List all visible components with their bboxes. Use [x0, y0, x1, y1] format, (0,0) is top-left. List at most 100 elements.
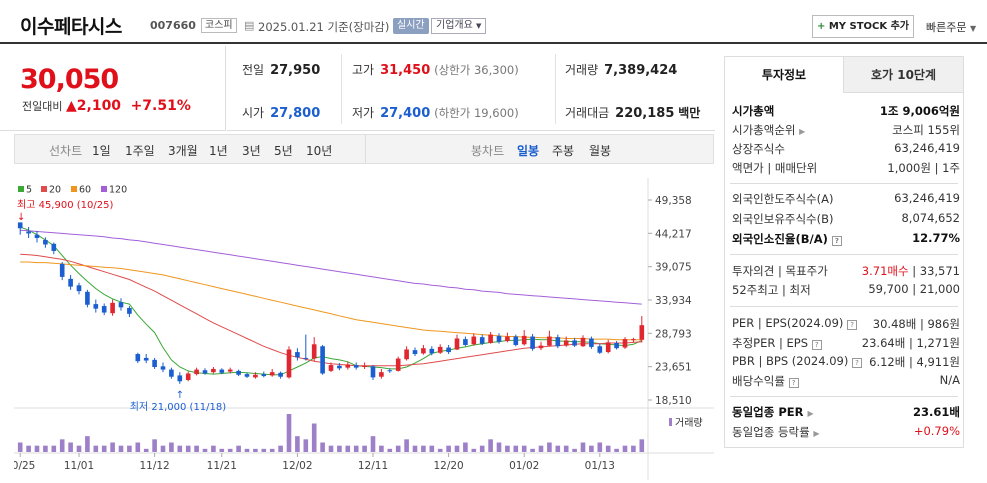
volume-bar: [395, 445, 401, 452]
sector-per-row: 동일업종 PER ▶ 23.61배: [732, 404, 960, 422]
volume: 거래량 7,389,424: [565, 61, 677, 78]
candle-body: [261, 374, 267, 377]
min-arrow-icon: ↑: [176, 390, 184, 401]
volume-value: 7,389,424: [604, 63, 678, 78]
candle-body: [471, 336, 477, 345]
company-info-label: 기업개요: [436, 20, 473, 31]
row-label: PER | EPS(2024.09): [732, 316, 844, 330]
period-3m[interactable]: 3개월: [168, 144, 198, 158]
quick-order-button[interactable]: 빠른주문 ▼: [926, 19, 976, 35]
investment-info-panel: 투자정보 호가 10단계 시가총액 1조 9,006억원 시가총액순위 ▶ 코스피 …: [724, 56, 964, 448]
candle-body: [572, 340, 577, 346]
volume-label: 거래량: [565, 63, 599, 77]
row-value: 23.64배 | 1,271원: [861, 336, 960, 350]
volume-bar: [127, 445, 132, 452]
candle-body: [521, 335, 527, 345]
candle-daily[interactable]: 일봉: [517, 144, 540, 158]
mystock-label: MY STOCK 추가: [828, 21, 910, 32]
volume-bar: [295, 436, 300, 452]
stock-header: 이수페타시스 007660 코스피 ▤ 2025.01.21 기준(장마감) 실…: [0, 0, 987, 44]
mystock-add-button[interactable]: + MY STOCK 추가: [812, 15, 914, 38]
row-label-wrap: 시가총액순위 ▶: [732, 122, 805, 138]
period-1y[interactable]: 1년: [209, 144, 228, 158]
x-tick-label: 01/13: [585, 460, 615, 472]
candle-body: [68, 278, 73, 287]
volume-bar: [269, 448, 275, 452]
foreign-limit-row: 외국인한도주식수(A) 63,246,419: [732, 191, 960, 209]
candle-body: [488, 334, 493, 344]
volume-bar: [303, 439, 309, 452]
help-icon[interactable]: ?: [788, 378, 799, 388]
sector-change-row: 동일업종 등락률 ▶ +0.79%: [732, 424, 960, 442]
candle-body: [118, 302, 124, 308]
volume-bar: [605, 445, 611, 452]
volume-bar: [521, 445, 527, 452]
change-amount: 2,100: [76, 98, 122, 114]
volume-bar: [118, 445, 124, 452]
candle-body: [421, 348, 426, 354]
row-value: 59,700 | 21,000: [868, 282, 960, 296]
help-icon[interactable]: ?: [831, 236, 842, 246]
period-5y[interactable]: 5년: [274, 144, 293, 158]
candle-body: [236, 370, 241, 375]
volume-bar: [387, 448, 393, 452]
period-1d[interactable]: 1일: [92, 144, 111, 158]
volume-bar: [286, 414, 292, 452]
volume-bar: [26, 445, 31, 452]
market-tag: 코스피: [201, 18, 237, 33]
candle-body: [437, 346, 443, 353]
row-label-wrap: 동일업종 PER ▶: [732, 404, 814, 420]
candle-body: [320, 346, 325, 374]
candle-body: [639, 325, 645, 340]
high-label: 고가: [352, 63, 375, 77]
realtime-button[interactable]: 실시간: [393, 18, 429, 34]
max-annotation: 최고 45,900 (10/25): [17, 199, 113, 211]
candle-body: [379, 372, 384, 377]
row-label: 시가총액: [732, 104, 775, 118]
low-value: 27,400: [380, 106, 431, 121]
period-3y[interactable]: 3년: [242, 144, 261, 158]
chevron-down-icon: ▼: [476, 22, 482, 30]
y-tick-label: 33,934: [655, 295, 692, 307]
period-10y[interactable]: 10년: [306, 144, 333, 158]
candle-body: [622, 339, 628, 348]
company-info-dropdown[interactable]: 기업개요 ▼: [431, 18, 487, 34]
volume-bar: [412, 445, 418, 452]
volume-bar: [278, 445, 283, 452]
x-tick-label: 12/20: [433, 460, 463, 472]
row-label: 동일업종 PER: [732, 405, 804, 419]
prev-close: 전일 27,950: [242, 61, 320, 78]
help-icon[interactable]: ?: [851, 358, 862, 368]
chevron-right-icon: ▶: [813, 429, 820, 438]
candle-body: [211, 368, 216, 373]
x-tick-label: 10/25: [14, 460, 35, 472]
volume-bar: [253, 448, 258, 452]
stock-code: 007660: [150, 19, 196, 32]
candle-body: [597, 346, 603, 353]
volume-bar: [345, 445, 351, 452]
period-1w[interactable]: 1주일: [125, 144, 155, 158]
help-icon[interactable]: ?: [847, 320, 858, 330]
volume-bar: [538, 445, 544, 452]
row-label: 외국인한도주식수(A): [732, 192, 834, 206]
candle-body: [614, 343, 619, 349]
candle-monthly[interactable]: 월봉: [589, 144, 612, 158]
high-value: 31,450: [380, 63, 431, 78]
x-tick-label: 01/02: [509, 460, 539, 472]
volume-bar: [110, 442, 115, 452]
candle-weekly[interactable]: 주봉: [552, 144, 575, 158]
help-icon[interactable]: ?: [811, 340, 822, 350]
stock-chart[interactable]: 49,358 44,217 39,075 33,934 28,793 23,651 18,5…: [5, 178, 714, 480]
target-price: | 33,571: [908, 264, 960, 278]
candle-body: [353, 365, 359, 368]
volume-bar: [631, 445, 636, 452]
candle-body: [26, 231, 31, 234]
tab-quote-10[interactable]: 호가 10단계: [844, 57, 963, 93]
volume-bar: [194, 445, 199, 452]
chevron-right-icon: ▶: [807, 409, 814, 418]
volume-bar: [547, 442, 552, 452]
chevron-down-icon: ▼: [969, 24, 977, 33]
tab-investment-info[interactable]: 투자정보: [725, 57, 844, 93]
volume-bar: [101, 445, 107, 452]
candle-body: [387, 370, 393, 372]
